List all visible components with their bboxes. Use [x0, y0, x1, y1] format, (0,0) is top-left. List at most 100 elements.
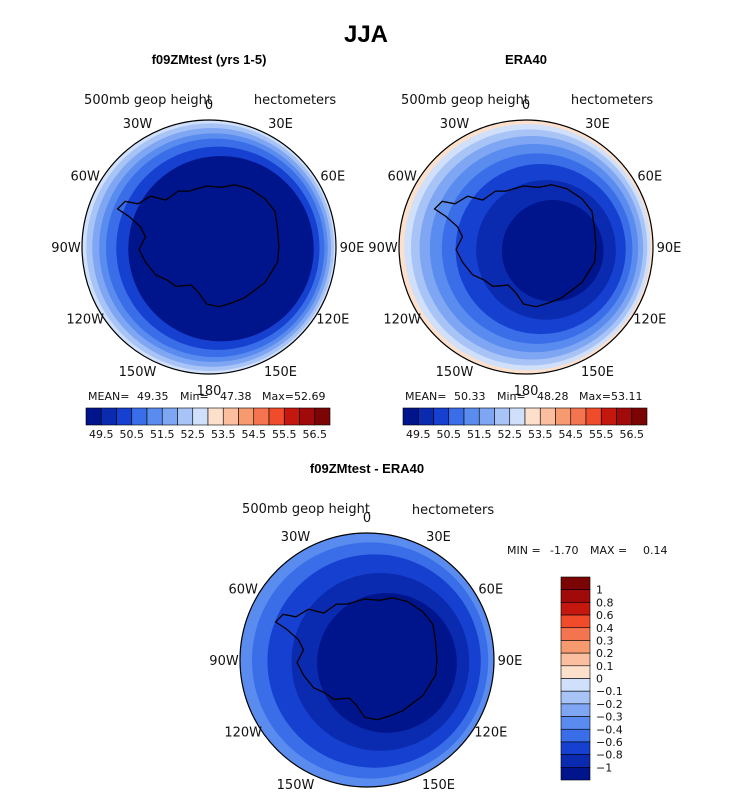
- lon-label-0: 0: [205, 98, 213, 113]
- colorbar-box: [560, 767, 591, 781]
- colorbar-tick-label: 53.5: [211, 428, 236, 441]
- colorbar-box: [524, 407, 541, 426]
- colorbar-box: [555, 407, 572, 426]
- colorbar-box: [402, 407, 419, 426]
- lon-label-120e: 120E: [474, 726, 507, 741]
- units-label: hectometers: [254, 93, 337, 108]
- stats-line: MEAN= 49.35 Min= 47.38 Max= 52.69: [88, 390, 326, 403]
- min-label: MIN =: [507, 544, 541, 557]
- stats-line: MIN = -1.70 MAX = 0.14: [507, 544, 668, 557]
- lon-label-90e: 90E: [498, 654, 523, 669]
- colorbar-box: [494, 407, 511, 426]
- map-boundary: [239, 532, 495, 788]
- colorbar-box: [85, 407, 102, 426]
- contour-band-8: [501, 200, 604, 302]
- colorbar-box: [207, 407, 224, 426]
- panel-difference: f09ZMtest - ERA40 500mb geop height hect…: [209, 461, 667, 798]
- stats-line: MEAN= 50.33 Min= 48.28 Max= 53.11: [405, 390, 643, 403]
- colorbar-tick-label: −0.1: [596, 685, 623, 698]
- lon-label-150e: 150E: [422, 778, 455, 793]
- colorbar-box: [463, 407, 480, 426]
- colorbar-box: [560, 652, 591, 667]
- lon-label-180: 180: [514, 384, 539, 399]
- lon-label-150w: 150W: [277, 778, 315, 793]
- colorbar-box: [253, 407, 270, 426]
- map-boundary: [81, 119, 337, 375]
- panel-title: ERA40: [505, 52, 547, 67]
- coastline: [116, 184, 280, 308]
- colorbar-box: [560, 703, 591, 717]
- mean-label: MEAN=: [88, 390, 129, 403]
- colorbar-box: [478, 407, 495, 426]
- units-label: hectometers: [571, 93, 654, 108]
- coastline: [433, 184, 597, 308]
- lon-label-30e: 30E: [268, 117, 293, 132]
- lon-label-30w: 30W: [123, 117, 153, 132]
- max-value: 52.69: [294, 390, 326, 403]
- colorbar-tick-label: 49.5: [406, 428, 431, 441]
- colorbar-box: [192, 407, 209, 426]
- units-label: hectometers: [412, 503, 495, 518]
- lon-label-0: 0: [522, 98, 530, 113]
- colorbar-tick-label: −0.6: [596, 736, 623, 749]
- min-label: Min=: [180, 390, 209, 403]
- colorbar-box: [560, 690, 591, 705]
- colorbar-box: [560, 640, 591, 654]
- colorbar-box: [177, 407, 194, 426]
- colorbar-box: [560, 602, 591, 616]
- colorbar-tick-label: 0.8: [596, 596, 614, 609]
- variable-label: 500mb geop height: [84, 93, 212, 108]
- colorbar-tick-label: 55.5: [589, 428, 614, 441]
- colorbar-tick-label: −0.2: [596, 698, 623, 711]
- colorbar-tick-label: −0.3: [596, 711, 623, 724]
- panel-title: f09ZMtest (yrs 1-5): [152, 52, 267, 67]
- lon-label-150e: 150E: [264, 365, 297, 380]
- lon-label-30w: 30W: [281, 530, 311, 545]
- colorbar-tick-label: 51.5: [150, 428, 175, 441]
- lon-label-0: 0: [363, 511, 371, 526]
- panel-reanalysis: ERA40 500mb geop height hectometers 0 30E…: [368, 52, 681, 441]
- colorbar-box: [616, 407, 633, 426]
- lon-label-60w: 60W: [228, 583, 258, 598]
- colorbar-box: [116, 407, 133, 426]
- colorbar-tick-label: 0.1: [596, 660, 614, 673]
- map-boundary: [398, 119, 654, 375]
- polar-map: [81, 119, 337, 375]
- colorbar-box: [585, 407, 602, 426]
- lon-label-90e: 90E: [340, 241, 365, 256]
- min-value: 47.38: [220, 390, 252, 403]
- lon-label-150e: 150E: [581, 365, 614, 380]
- lon-label-60w: 60W: [387, 170, 417, 185]
- colorbar-tick-label: −1: [596, 761, 612, 774]
- colorbar-tick-label: 0: [596, 673, 603, 686]
- coastline: [274, 597, 438, 721]
- figure-title: JJA: [344, 21, 388, 48]
- variable-label: 500mb geop height: [401, 93, 529, 108]
- lon-label-120e: 120E: [316, 313, 349, 328]
- colorbar-box: [146, 407, 163, 426]
- colorbar-box: [100, 407, 117, 426]
- colorbar-tick-label: 50.5: [120, 428, 145, 441]
- max-label: Max=: [262, 390, 294, 403]
- lon-label-30e: 30E: [585, 117, 610, 132]
- panel-model: f09ZMtest (yrs 1-5) 500mb geop height he…: [51, 52, 364, 441]
- lon-label-90w: 90W: [368, 241, 398, 256]
- colorbar-box: [631, 407, 648, 426]
- lon-label-120w: 120W: [224, 726, 262, 741]
- mean-value: 49.35: [137, 390, 169, 403]
- mean-value: 50.33: [454, 390, 486, 403]
- colorbar-tick-label: 1: [596, 584, 603, 597]
- colorbar-box: [560, 728, 591, 743]
- colorbar-box: [539, 407, 556, 426]
- lon-label-120e: 120E: [633, 313, 666, 328]
- max-label: Max=: [579, 390, 611, 403]
- lon-label-90e: 90E: [657, 241, 682, 256]
- lon-label-60e: 60E: [478, 583, 503, 598]
- colorbar-box: [560, 614, 591, 629]
- colorbar-tick-label: 50.5: [437, 428, 462, 441]
- colorbar: 49.5 50.5 51.5 52.5 53.5 54.5 55.5 56.5: [85, 407, 331, 441]
- lon-label-150w: 150W: [119, 365, 157, 380]
